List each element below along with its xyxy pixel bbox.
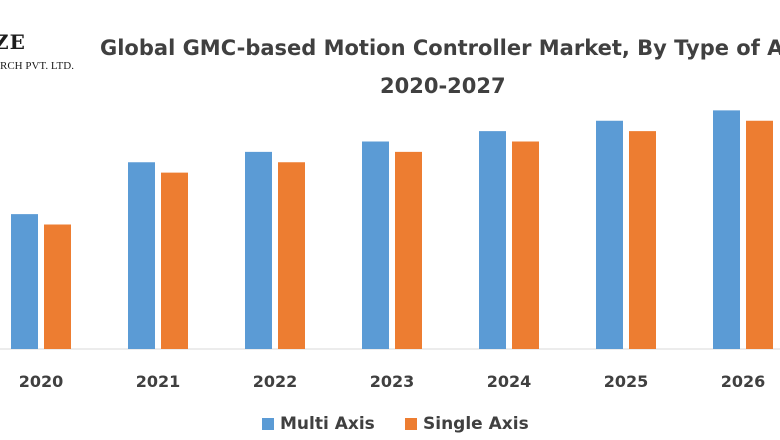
logo-text-top: ZE — [0, 30, 26, 54]
x-tick-label-2023: 2023 — [370, 372, 415, 391]
x-tick-label-2025: 2025 — [604, 372, 649, 391]
chart-title: Global GMC-based Motion Controller Marke… — [100, 36, 780, 60]
x-tick-label-2024: 2024 — [487, 372, 532, 391]
bar-multi-axis-2026 — [713, 110, 740, 349]
bar-single-axis-2020 — [44, 224, 71, 349]
legend-label-single-axis: Single Axis — [423, 414, 529, 434]
bar-multi-axis-2022 — [245, 151, 272, 349]
x-tick-label-2021: 2021 — [136, 372, 181, 391]
bar-multi-axis-2024 — [479, 131, 506, 349]
bar-single-axis-2026 — [746, 120, 773, 349]
legend-item-multi-axis: Multi Axis — [262, 414, 375, 434]
bar-multi-axis-2023 — [362, 141, 389, 349]
x-tick-label-2026: 2026 — [721, 372, 766, 391]
chart-subtitle: 2020-2027 — [380, 74, 506, 98]
legend-swatch-multi-axis — [262, 418, 274, 430]
bar-multi-axis-2021 — [128, 162, 155, 349]
company-logo: ZE RCH PVT. LTD. — [0, 30, 90, 80]
legend-swatch-single-axis — [405, 418, 417, 430]
legend-label-multi-axis: Multi Axis — [280, 414, 375, 434]
bar-multi-axis-2020 — [11, 214, 38, 349]
bar-chart: 2020 2021 2022 2023 2024 2025 2026 — [0, 110, 780, 391]
legend-item-single-axis: Single Axis — [405, 414, 529, 434]
logo-text-bottom: RCH PVT. LTD. — [0, 60, 74, 72]
bar-single-axis-2025 — [629, 131, 656, 349]
x-tick-label-2020: 2020 — [19, 372, 64, 391]
bar-single-axis-2024 — [512, 141, 539, 349]
bar-single-axis-2021 — [161, 172, 188, 349]
chart-legend: Multi Axis Single Axis — [0, 414, 780, 436]
bar-single-axis-2022 — [278, 162, 305, 349]
bar-single-axis-2023 — [395, 151, 422, 349]
bar-multi-axis-2025 — [596, 120, 623, 349]
x-tick-label-2022: 2022 — [253, 372, 298, 391]
